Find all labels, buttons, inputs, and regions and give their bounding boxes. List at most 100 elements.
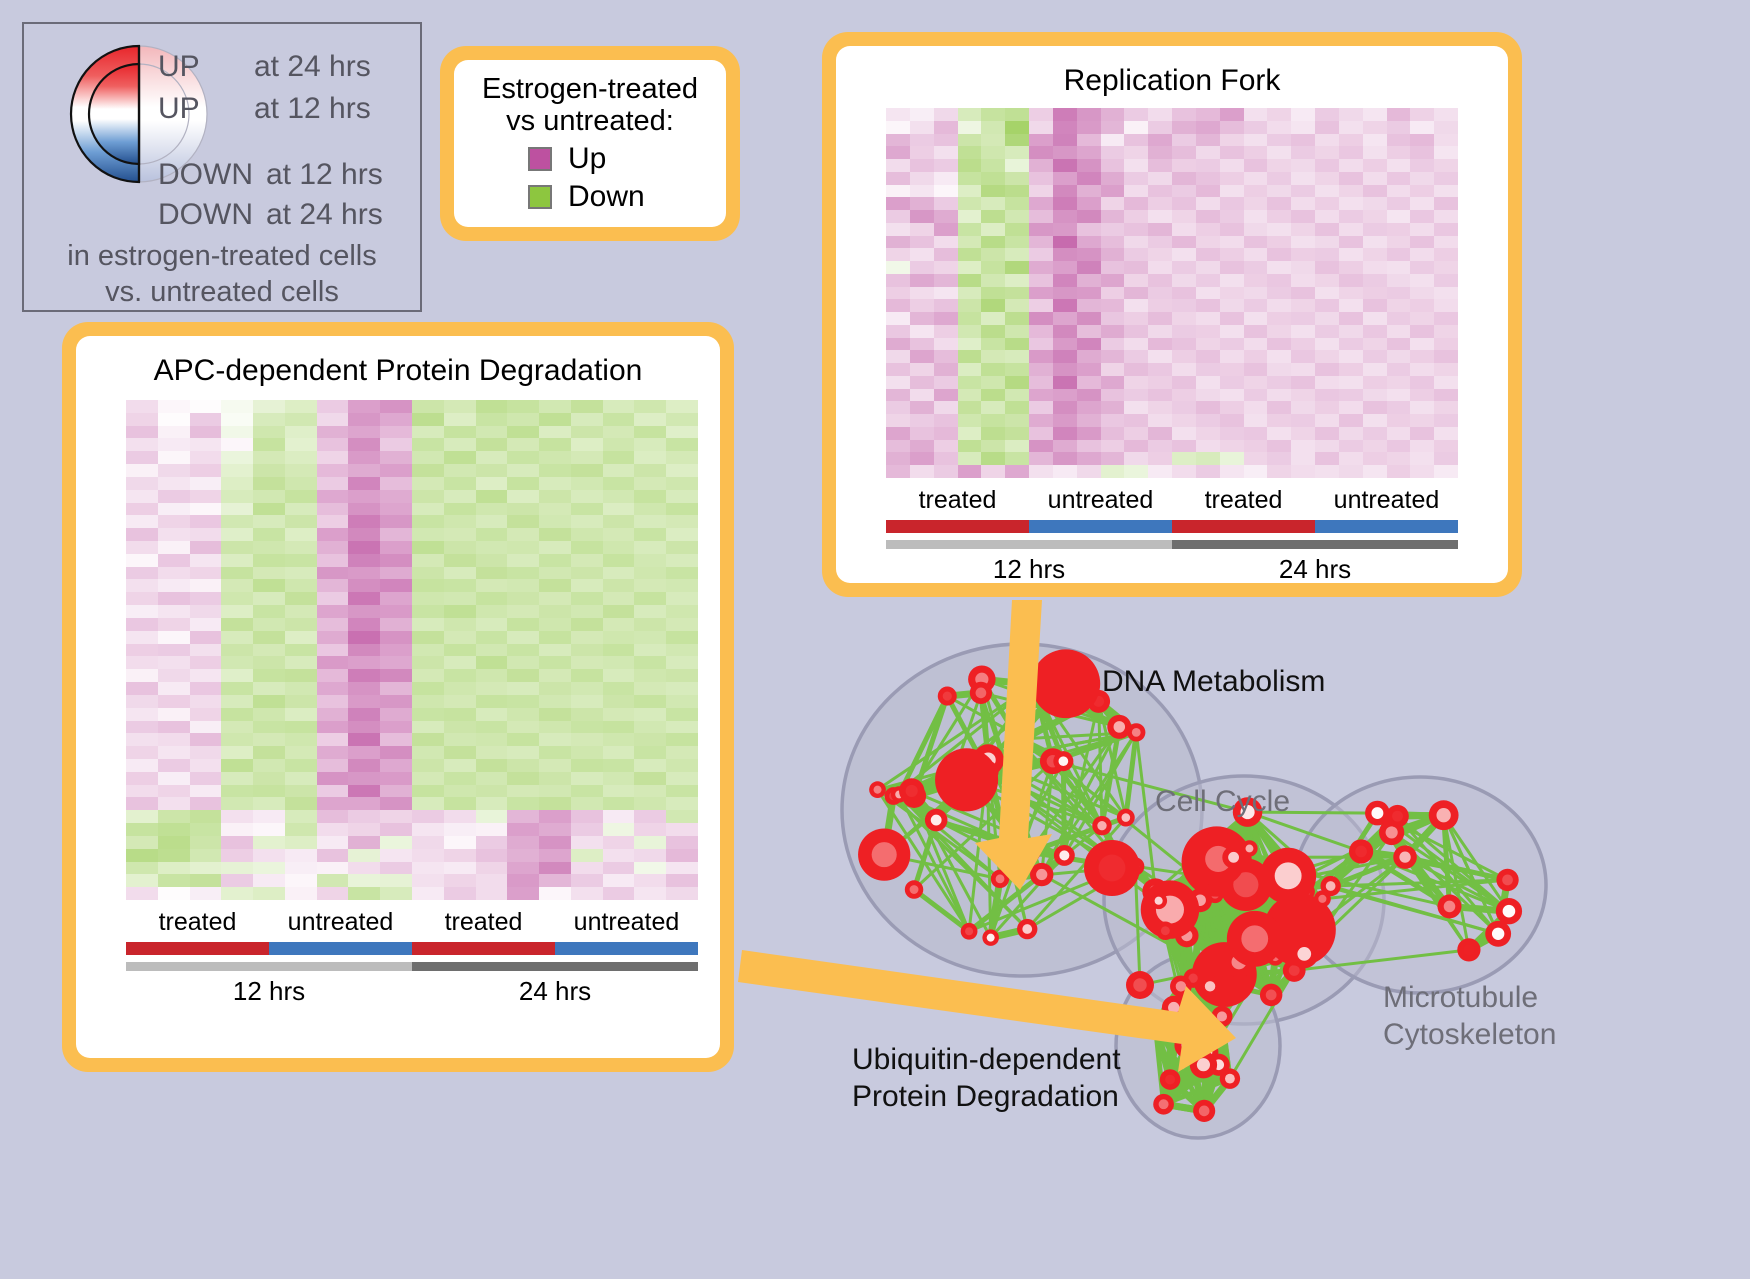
network-node[interactable]	[968, 665, 996, 693]
network-node[interactable]	[1170, 975, 1192, 998]
network-node[interactable]	[1297, 882, 1315, 901]
network-node[interactable]	[1191, 831, 1246, 887]
network-node[interactable]	[1144, 1012, 1167, 1035]
network-node[interactable]	[1386, 804, 1409, 828]
network-node[interactable]	[976, 760, 999, 783]
network-node[interactable]	[1183, 968, 1203, 988]
network-node[interactable]	[1365, 800, 1390, 826]
network-node[interactable]	[1023, 674, 1044, 695]
network-node[interactable]	[1271, 928, 1290, 946]
network-node[interactable]	[1181, 826, 1252, 897]
network-node[interactable]	[1241, 840, 1258, 857]
network-node[interactable]	[1161, 995, 1186, 1020]
network-node[interactable]	[1298, 883, 1315, 900]
network-node[interactable]	[1275, 864, 1303, 891]
network-node[interactable]	[1153, 1093, 1174, 1115]
network-node[interactable]	[902, 784, 927, 808]
network-node[interactable]	[1198, 877, 1218, 896]
network-edge	[1252, 874, 1291, 940]
network-node[interactable]	[1174, 923, 1199, 948]
network-node[interactable]	[1219, 1068, 1241, 1089]
network-node[interactable]	[1142, 878, 1169, 905]
network-node[interactable]	[1219, 858, 1273, 911]
network-node[interactable]	[1031, 649, 1101, 719]
network-node[interactable]	[1282, 959, 1306, 982]
network-node[interactable]	[1206, 885, 1224, 904]
network-node[interactable]	[1289, 939, 1319, 969]
network-node[interactable]	[937, 686, 957, 706]
network-edge	[1155, 883, 1209, 895]
network-node[interactable]	[899, 778, 925, 804]
network-node[interactable]	[1457, 938, 1481, 962]
network-node[interactable]	[1127, 723, 1146, 742]
network-node[interactable]	[1159, 1069, 1181, 1090]
network-node[interactable]	[1030, 862, 1054, 887]
network-node[interactable]	[1150, 892, 1168, 910]
heatmap-cell	[570, 746, 603, 759]
network-node[interactable]	[1226, 910, 1283, 967]
network-node[interactable]	[1197, 1022, 1226, 1050]
network-node[interactable]	[924, 808, 948, 832]
network-edge	[892, 794, 1029, 931]
network-node[interactable]	[1223, 946, 1255, 978]
network-node[interactable]	[890, 786, 908, 803]
network-node[interactable]	[1084, 840, 1140, 896]
network-node[interactable]	[904, 880, 924, 899]
network-node[interactable]	[1193, 1099, 1216, 1122]
network-node[interactable]	[1006, 728, 1029, 750]
network-node[interactable]	[1053, 751, 1074, 772]
network-node[interactable]	[1126, 971, 1154, 999]
network-node[interactable]	[1485, 920, 1512, 947]
network-node[interactable]	[982, 929, 999, 946]
network-node[interactable]	[1174, 1031, 1202, 1059]
heatmap-cell	[634, 541, 667, 554]
network-node[interactable]	[990, 869, 1010, 889]
network-node[interactable]	[1191, 942, 1257, 1007]
network-node[interactable]	[1008, 728, 1029, 749]
network-edge	[1294, 948, 1470, 972]
network-node[interactable]	[969, 681, 993, 704]
network-node[interactable]	[1107, 714, 1132, 739]
network-node[interactable]	[1053, 844, 1075, 866]
network-node[interactable]	[1263, 893, 1336, 966]
network-node[interactable]	[1116, 808, 1135, 827]
network-node[interactable]	[1199, 975, 1221, 998]
network-node[interactable]	[1019, 841, 1041, 863]
network-node[interactable]	[1113, 856, 1137, 880]
network-node[interactable]	[858, 828, 911, 881]
heatmap-cell	[253, 630, 285, 644]
network-node[interactable]	[1189, 1051, 1218, 1079]
network-node[interactable]	[1156, 921, 1175, 941]
network-node[interactable]	[1126, 857, 1145, 876]
network-node[interactable]	[1260, 847, 1317, 904]
network-node[interactable]	[1211, 1005, 1233, 1028]
network-node[interactable]	[1348, 839, 1374, 864]
network-node[interactable]	[1393, 845, 1417, 869]
network-node[interactable]	[1207, 1053, 1230, 1076]
network-node[interactable]	[1039, 748, 1066, 775]
network-node[interactable]	[1495, 898, 1523, 925]
network-node[interactable]	[1266, 948, 1284, 966]
network-node[interactable]	[869, 781, 886, 799]
network-node[interactable]	[1379, 819, 1405, 846]
network-node[interactable]	[1170, 1007, 1192, 1029]
network-node[interactable]	[1437, 894, 1462, 919]
network-node[interactable]	[960, 922, 978, 940]
network-node[interactable]	[1188, 888, 1213, 913]
network-node[interactable]	[1496, 868, 1519, 892]
network-node[interactable]	[1320, 875, 1341, 897]
network-node[interactable]	[884, 787, 903, 805]
network-node[interactable]	[1222, 846, 1245, 869]
network-node[interactable]	[1313, 890, 1331, 908]
network-node[interactable]	[1259, 983, 1283, 1007]
network-node[interactable]	[1140, 880, 1200, 939]
network-node[interactable]	[1092, 815, 1112, 836]
network-node[interactable]	[1195, 1040, 1219, 1064]
network-node[interactable]	[1171, 995, 1193, 1017]
network-node[interactable]	[1017, 918, 1038, 940]
network-node[interactable]	[935, 748, 999, 812]
network-node[interactable]	[972, 744, 1004, 776]
network-node[interactable]	[1175, 913, 1192, 930]
network-node[interactable]	[1428, 800, 1459, 831]
network-edge	[880, 795, 897, 856]
